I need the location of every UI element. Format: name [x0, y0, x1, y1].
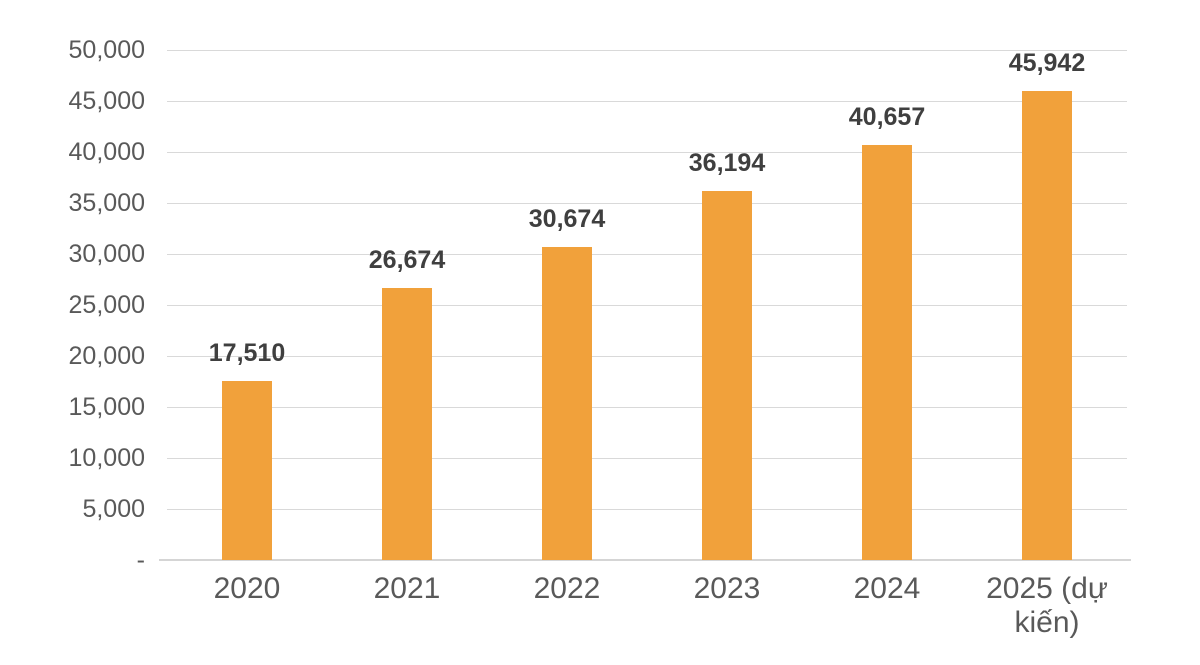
gridline: [167, 100, 1127, 102]
gridline: [167, 49, 1127, 51]
gridline: [167, 253, 1127, 255]
bar-slot-2020: 17,510: [167, 50, 327, 560]
x-axis-tick-label: 2020: [213, 572, 281, 605]
gridline: [167, 406, 1127, 408]
bar-2024: [862, 145, 912, 560]
bar-slot-2025: 45,942: [967, 49, 1127, 560]
bar-slot-2022: 30,674: [487, 50, 647, 560]
y-axis: - 5,000 10,000 15,000 20,000 25,000 30,000 35,0…: [0, 37, 145, 572]
x-axis-tick-label: 2022: [533, 572, 601, 605]
y-axis-tick-label: -: [136, 545, 145, 574]
bar-value-label: 17,510: [208, 339, 286, 367]
y-axis-tick-label: 35,000: [68, 188, 145, 217]
bar-value-label: 40,657: [848, 103, 926, 131]
gridline: [167, 457, 1127, 459]
x-axis-tick-label: 2021: [373, 572, 441, 605]
y-axis-tick-label: 10,000: [68, 443, 145, 472]
bar-value-label: 30,674: [528, 205, 606, 233]
gridline: [167, 151, 1127, 153]
y-axis-tick-label: 45,000: [68, 86, 145, 115]
bar-slot-2021: 26,674: [327, 50, 487, 560]
y-axis-tick-label: 40,000: [68, 137, 145, 166]
bar-value-label: 36,194: [688, 149, 766, 177]
x-axis-line: [159, 559, 1131, 561]
x-axis-tick-label: 2025 (dự kiến): [986, 572, 1108, 639]
y-axis-tick-label: 50,000: [68, 35, 145, 64]
y-axis-tick-label: 15,000: [68, 392, 145, 421]
bar-slot-2023: 36,194: [647, 50, 807, 560]
bar-value-label: 26,674: [368, 246, 446, 274]
gridline: [167, 508, 1127, 510]
bar-value-label: 45,942: [1008, 49, 1086, 77]
y-axis-tick-label: 20,000: [68, 341, 145, 370]
bar-2021: [382, 288, 432, 560]
x-axis-tick-label: 2024: [853, 572, 921, 605]
bar-slot-2024: 40,657: [807, 50, 967, 560]
x-axis-tick-label: 2023: [693, 572, 761, 605]
bar-2022: [542, 247, 592, 560]
gridline: [167, 202, 1127, 204]
bar-2025: [1022, 91, 1072, 560]
y-axis-tick-label: 5,000: [82, 494, 145, 523]
gridline: [167, 355, 1127, 357]
y-axis-tick-label: 30,000: [68, 239, 145, 268]
bar-2023: [702, 191, 752, 560]
y-axis-tick-label: 25,000: [68, 290, 145, 319]
bar-2020: [222, 381, 272, 560]
plot-area: 17,510 26,674 30,674 36,194 40,657 45,942: [159, 49, 1131, 561]
gridline: [167, 304, 1127, 306]
